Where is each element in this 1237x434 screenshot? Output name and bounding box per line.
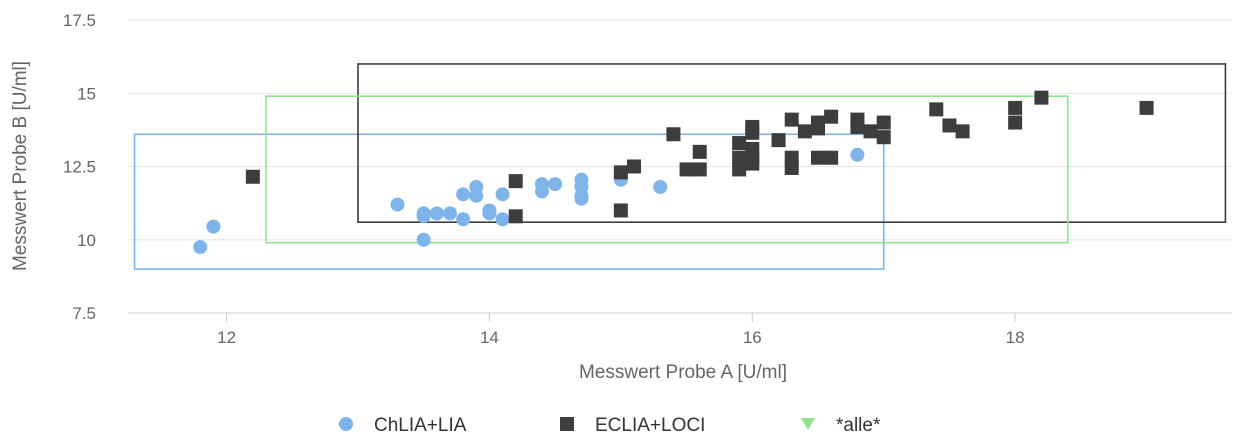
point-eclia xyxy=(613,165,628,180)
point-chlia xyxy=(574,191,589,206)
point-eclia xyxy=(824,109,839,124)
point-eclia xyxy=(245,169,260,184)
point-eclia xyxy=(745,125,760,140)
point-eclia xyxy=(679,162,694,177)
point-eclia xyxy=(1008,115,1023,130)
point-chlia xyxy=(416,232,431,247)
data-points xyxy=(193,90,1154,255)
x-tick-label: 12 xyxy=(217,328,236,347)
point-eclia xyxy=(508,209,523,224)
legend-symbol-circle xyxy=(339,417,353,431)
y-tick-label: 15 xyxy=(77,84,96,103)
point-chlia xyxy=(443,206,457,221)
x-axis-title: Messwert Probe A [U/ml] xyxy=(579,362,787,383)
point-eclia xyxy=(771,133,786,148)
x-axis-ticks: 12 14 16 18 xyxy=(128,312,1232,347)
point-chlia xyxy=(193,240,208,255)
point-chlia xyxy=(429,206,444,221)
point-chlia xyxy=(850,147,865,162)
point-eclia xyxy=(666,127,681,142)
point-eclia xyxy=(732,136,747,151)
point-eclia xyxy=(876,115,891,130)
point-eclia xyxy=(784,160,799,175)
x-tick-label: 14 xyxy=(480,328,499,347)
point-eclia xyxy=(692,162,707,177)
point-chlia xyxy=(206,219,221,234)
point-eclia xyxy=(811,150,825,165)
legend-symbol-triangle xyxy=(801,418,815,430)
point-eclia xyxy=(1139,100,1154,115)
point-chlia xyxy=(495,187,510,202)
point-eclia xyxy=(732,162,747,177)
point-chlia xyxy=(482,206,497,221)
range-box xyxy=(133,133,885,270)
point-chlia xyxy=(548,177,563,192)
point-chlia xyxy=(469,188,484,203)
point-chlia xyxy=(390,197,405,212)
point-chlia xyxy=(495,212,510,227)
point-eclia xyxy=(692,144,707,159)
point-chlia xyxy=(535,184,549,199)
point-eclia xyxy=(863,124,878,139)
point-eclia xyxy=(613,203,628,218)
y-tick-label: 7.5 xyxy=(72,304,96,323)
point-chlia xyxy=(456,187,471,202)
y-axis-ticks: 7.5 10 12.5 15 17.5 xyxy=(63,11,96,323)
point-chlia xyxy=(416,206,431,221)
legend-symbol-square xyxy=(560,417,574,431)
x-tick-label: 18 xyxy=(1006,328,1025,347)
x-tick-label: 16 xyxy=(743,328,762,347)
point-eclia xyxy=(745,156,760,171)
y-tick-label: 17.5 xyxy=(63,11,96,30)
point-eclia xyxy=(850,119,865,134)
point-eclia xyxy=(1008,100,1023,115)
point-eclia xyxy=(929,102,944,117)
point-eclia xyxy=(811,121,825,136)
range-boxes xyxy=(133,63,1227,270)
point-eclia xyxy=(1034,90,1049,105)
point-eclia xyxy=(824,150,839,165)
point-eclia xyxy=(942,118,957,133)
point-eclia xyxy=(797,124,812,139)
y-tick-label: 12.5 xyxy=(63,158,96,177)
legend-label: ChLIA+LIA xyxy=(374,415,467,434)
point-eclia xyxy=(627,159,641,174)
point-eclia xyxy=(508,174,523,189)
y-axis-title: Messwert Probe B [U/ml] xyxy=(10,61,31,271)
legend: ChLIA+LIA ECLIA+LOCI *alle* xyxy=(339,415,881,434)
range-box xyxy=(357,63,1227,223)
range-box xyxy=(265,95,1069,244)
point-chlia xyxy=(653,180,668,195)
point-eclia xyxy=(876,130,891,145)
legend-label: *alle* xyxy=(836,415,881,434)
legend-label: ECLIA+LOCI xyxy=(595,415,705,434)
point-chlia xyxy=(456,212,471,227)
point-eclia xyxy=(732,150,747,165)
point-eclia xyxy=(955,124,970,139)
point-eclia xyxy=(784,112,799,127)
y-tick-label: 10 xyxy=(77,231,96,250)
